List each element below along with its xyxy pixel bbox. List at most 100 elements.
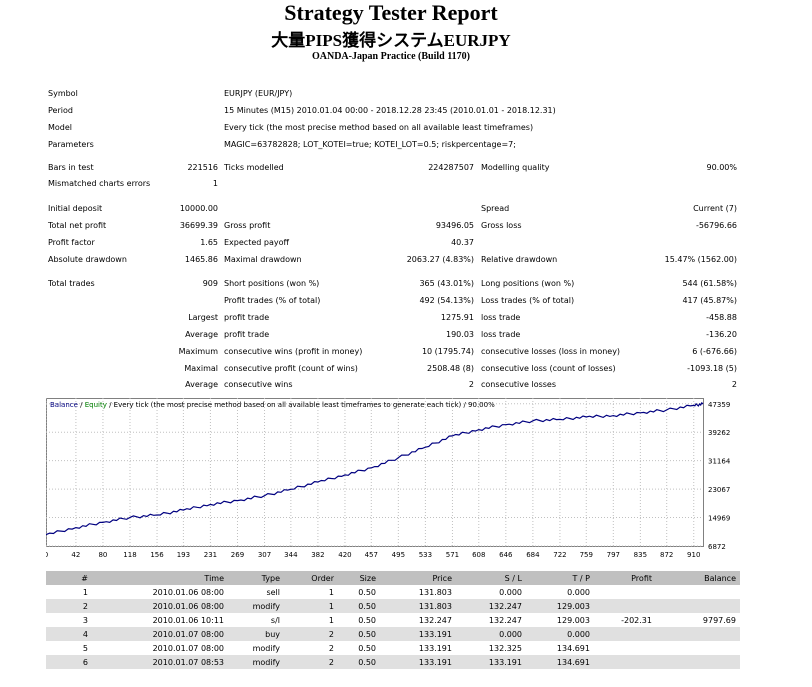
cell-order: 1: [328, 615, 334, 625]
x-tick-label: 42: [71, 551, 80, 559]
gross-profit-value: 93496.05: [435, 221, 474, 230]
y-tick-label: 39262: [708, 429, 730, 437]
spread-value: Current (7): [693, 204, 737, 213]
x-tick-label: 118: [123, 551, 136, 559]
cell-profit: [594, 627, 656, 641]
cell-profit: [594, 599, 656, 613]
cell-type: modify: [228, 599, 284, 613]
largest-profit-trade-value: 1275.91: [440, 313, 474, 322]
cell-profit: -202.31: [621, 615, 652, 625]
cell-number: 2: [46, 599, 92, 613]
gross-loss-value: -56796.66: [695, 221, 737, 230]
maximal-label: Maximal: [184, 364, 218, 373]
bars-value: 221516: [187, 163, 218, 172]
short-positions-value: 365 (43.01%): [419, 279, 474, 288]
profit-trades-label: Profit trades (% of total): [224, 296, 321, 305]
cell-price: 133.191: [380, 655, 456, 669]
consecutive-loss-count-label: consecutive loss (count of losses): [481, 364, 616, 373]
cell-time: 2010.01.07 08:53: [92, 655, 228, 669]
gross-loss-label: Gross loss: [481, 221, 522, 230]
col-time-header: Time: [92, 571, 228, 585]
col-profit-header: Profit: [594, 571, 656, 585]
period-label: Period: [48, 106, 73, 115]
average-label: Average: [185, 330, 218, 339]
col-sl-header: S / L: [456, 571, 526, 585]
trades-table: # Time Type Order Size Price S / L T / P…: [46, 571, 740, 669]
table-header-row: # Time Type Order Size Price S / L T / P…: [46, 571, 740, 585]
deposit-label: Initial deposit: [48, 204, 103, 213]
y-tick-label: 47359: [708, 401, 730, 409]
cell-size: 0.50: [358, 615, 376, 625]
chart-frame: [46, 398, 704, 547]
cell-balance: [656, 641, 740, 655]
largest-profit-trade-label: profit trade: [224, 313, 270, 322]
x-tick-label: 344: [284, 551, 298, 559]
x-tick-label: 910: [687, 551, 700, 559]
x-tick-label: 646: [499, 551, 513, 559]
largest-label: Largest: [188, 313, 218, 322]
model-label: Model: [48, 123, 73, 132]
x-tick-label: 193: [177, 551, 190, 559]
col-balance-header: Balance: [656, 571, 740, 585]
ticks-label: Ticks modelled: [224, 163, 284, 172]
x-tick-label: 722: [553, 551, 566, 559]
cell-price: 132.247: [418, 615, 452, 625]
mismatch-value: 1: [212, 179, 218, 188]
average-profit-trade-label: profit trade: [224, 330, 270, 339]
x-tick-label: 0: [46, 551, 48, 559]
largest-loss-trade-label: loss trade: [481, 313, 521, 322]
average2-label: Average: [185, 380, 218, 389]
cell-time: 2010.01.06 08:00: [152, 587, 224, 597]
total-trades-label: Total trades: [48, 279, 95, 288]
short-positions-label: Short positions (won %): [224, 279, 320, 288]
legend-separator: /: [78, 401, 85, 409]
col-price-header: Price: [380, 571, 456, 585]
cell-type: modify: [228, 655, 284, 669]
consecutive-wins-money-value: 10 (1795.74): [421, 347, 474, 356]
table-row: 1 2010.01.06 08:00 sell 1 0.50 131.803 0.000 0.…: [46, 585, 740, 599]
cell-price: 131.803: [380, 599, 456, 613]
cell-size: 0.50: [338, 655, 380, 669]
cell-tp: 129.003: [556, 615, 590, 625]
long-positions-label: Long positions (won %): [481, 279, 575, 288]
quality-label: Modelling quality: [481, 163, 550, 172]
chart-series: [46, 401, 704, 536]
cell-balance: [656, 585, 740, 599]
cell-price: 133.191: [418, 643, 452, 653]
table-row: 2 2010.01.06 08:00 modify 1 0.50 131.803 132.2…: [46, 599, 740, 613]
gross-profit-label: Gross profit: [224, 221, 271, 230]
deposit-value: 10000.00: [179, 204, 218, 213]
cell-tp: 134.691: [526, 655, 594, 669]
largest-loss-trade-value: -458.88: [706, 313, 737, 322]
y-axis-ticks: 47359 39262 31164 23067 14969 6872: [708, 401, 731, 551]
cell-size: 0.50: [338, 627, 380, 641]
server-name: OANDA-Japan Practice (Build 1170): [311, 51, 471, 62]
cell-balance: 9797.69: [702, 615, 736, 625]
cell-order: 1: [284, 599, 338, 613]
consecutive-losses-money-label: consecutive losses (loss in money): [481, 347, 621, 356]
maximal-drawdown-label: Maximal drawdown: [224, 255, 302, 264]
y-tick-label: 14969: [708, 515, 730, 523]
cell-profit: [594, 585, 656, 599]
cell-type: buy: [228, 627, 284, 641]
cell-balance: [656, 655, 740, 669]
consecutive-profit-count-label: consecutive profit (count of wins): [224, 364, 358, 373]
period-value: 15 Minutes (M15) 2010.01.04 00:00 - 2018…: [224, 106, 556, 115]
quality-value: 90.00%: [706, 163, 737, 172]
model-value: Every tick (the most precise method base…: [224, 123, 534, 132]
cell-tp: 129.003: [526, 599, 594, 613]
cell-order: 2: [284, 627, 338, 641]
cell-order: 2: [284, 655, 338, 669]
cell-profit: [594, 655, 656, 669]
maximal-drawdown-value: 2063.27 (4.83%): [406, 255, 474, 264]
cell-number: 3: [82, 615, 88, 625]
cell-sl: 132.247: [456, 599, 526, 613]
net-profit-value: 36699.39: [179, 221, 218, 230]
cell-type: sell: [266, 587, 280, 597]
cell-number: 6: [46, 655, 92, 669]
long-positions-value: 544 (61.58%): [682, 279, 737, 288]
relative-drawdown-value: 15.47% (1562.00): [664, 255, 737, 264]
x-tick-label: 759: [580, 551, 593, 559]
system-name: 大量PIPS獲得システムEURJPY: [271, 31, 511, 50]
net-profit-label: Total net profit: [48, 221, 107, 230]
